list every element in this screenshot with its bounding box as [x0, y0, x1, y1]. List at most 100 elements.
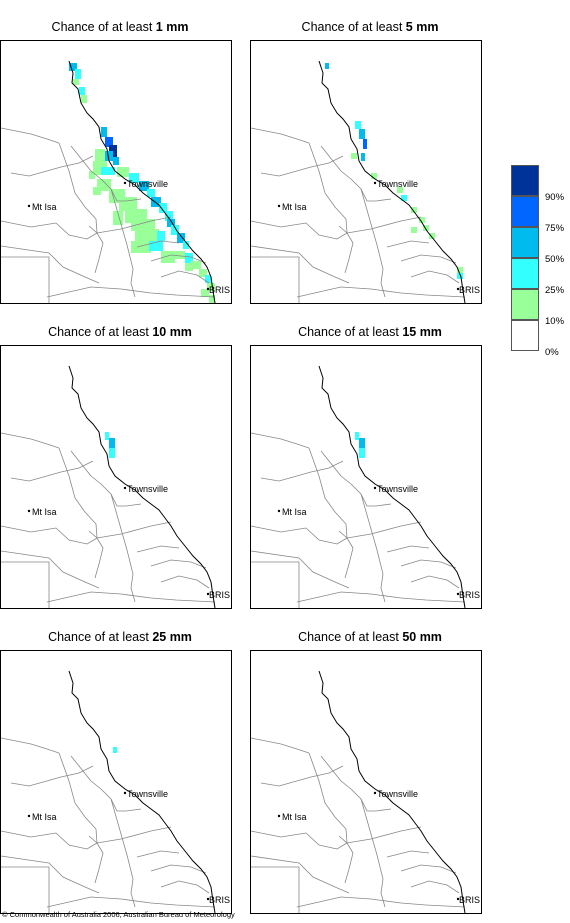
coastline: [68, 365, 216, 608]
inset-box: [251, 256, 300, 303]
townsville-label: Townsville: [127, 179, 168, 189]
inset-box: [1, 561, 50, 608]
district-boundary: [308, 142, 348, 234]
probability-cell: [351, 153, 357, 159]
district-boundary: [1, 245, 100, 284]
townsville-marker: [123, 486, 127, 490]
district-boundary: [70, 450, 102, 485]
mt_isa-marker: [277, 814, 281, 818]
district-boundary: [296, 896, 466, 908]
panel-title: Chance of at least 10 mm: [48, 325, 192, 339]
district-boundary: [410, 880, 460, 894]
map: Townsville Mt Isa BRIS: [0, 345, 232, 609]
brisbane-marker: [206, 592, 210, 596]
district-boundary: [110, 493, 136, 603]
district-boundary: [110, 188, 136, 298]
district-boundary: [1, 432, 60, 449]
probability-cell: [161, 251, 175, 263]
district-boundary: [150, 864, 207, 874]
probability-cell: [149, 241, 163, 251]
probability-cell: [95, 149, 105, 161]
district-boundary: [320, 145, 352, 180]
probability-cell: [355, 121, 361, 129]
probability-cell: [119, 197, 137, 211]
district-boundary: [70, 755, 102, 790]
district-boundary: [350, 483, 392, 507]
townsville-marker: [373, 486, 377, 490]
district-boundary: [150, 254, 207, 264]
legend-swatch-10: [511, 289, 539, 320]
district-boundary: [308, 447, 348, 539]
district-boundary: [10, 155, 94, 177]
probability-cell: [75, 69, 81, 79]
inset-box: [251, 866, 300, 913]
district-boundary: [58, 752, 98, 844]
district-boundary: [96, 826, 172, 844]
map: Townsville Mt Isa BRIS: [0, 650, 232, 914]
brisbane-label: BRIS: [459, 590, 480, 600]
queensland-map: Townsville Mt Isa BRIS: [1, 60, 230, 303]
panel-title: Chance of at least 1 mm: [51, 20, 189, 34]
probability-cell: [81, 95, 87, 103]
district-boundary: [410, 270, 460, 284]
brisbane-marker: [456, 897, 460, 901]
probability-cell: [73, 79, 79, 85]
district-boundary: [346, 216, 422, 234]
probability-cell: [411, 227, 417, 233]
coastline: [318, 365, 466, 608]
queensland-map: Townsville Mt Isa BRIS: [251, 60, 480, 303]
district-boundary: [350, 178, 392, 202]
district-boundary: [88, 225, 104, 274]
probability-cell: [205, 275, 211, 283]
legend-swatch-50: [511, 227, 539, 258]
probability-cell: [175, 251, 185, 259]
queensland-map: Townsville Mt Isa BRIS: [1, 670, 230, 913]
townsville-label: Townsville: [127, 484, 168, 494]
district-boundary: [160, 575, 210, 589]
district-boundary: [100, 788, 142, 812]
probability-cell: [113, 211, 123, 225]
legend-label-10: 10%: [545, 316, 565, 327]
probability-cell: [359, 448, 365, 458]
probability-cell: [359, 438, 365, 448]
district-boundary: [350, 788, 392, 812]
inset-box: [1, 256, 50, 303]
townsville-label: Townsville: [377, 789, 418, 799]
district-boundary: [260, 765, 344, 787]
townsville-label: Townsville: [127, 789, 168, 799]
district-boundary: [251, 220, 348, 240]
brisbane-label: BRIS: [209, 590, 230, 600]
probability-cell: [411, 207, 417, 213]
district-boundary: [46, 896, 216, 908]
mt_isa-label: Mt Isa: [32, 507, 57, 517]
probability-cell: [171, 225, 179, 235]
probability-cell: [157, 231, 165, 241]
probability-cell: [109, 438, 115, 448]
probability-cell: [109, 448, 115, 458]
probability-cell: [185, 263, 193, 271]
district-boundary: [296, 591, 466, 603]
mt_isa-marker: [277, 204, 281, 208]
panel-title: Chance of at least 50 mm: [298, 630, 442, 644]
probability-cell: [101, 167, 115, 175]
panel-title: Chance of at least 15 mm: [298, 325, 442, 339]
copyright-notice: © Commonwealth of Australia 2006, Austra…: [2, 910, 235, 919]
probability-cell: [363, 139, 367, 149]
probability-cell: [129, 173, 139, 183]
legend-swatch-75: [511, 196, 539, 227]
probability-cell: [361, 153, 365, 161]
legend-label-50: 50%: [545, 254, 565, 265]
district-boundary: [251, 245, 350, 284]
probability-cell: [423, 225, 429, 231]
district-boundary: [338, 530, 354, 579]
district-boundary: [410, 575, 460, 589]
queensland-map: Townsville Mt Isa BRIS: [251, 670, 480, 913]
probability-cell: [401, 195, 407, 201]
district-boundary: [360, 188, 386, 298]
brisbane-marker: [206, 287, 210, 291]
district-boundary: [1, 855, 100, 894]
probability-cell: [371, 173, 377, 179]
probability-cell: [165, 211, 173, 221]
district-boundary: [136, 240, 180, 248]
townsville-label: Townsville: [377, 179, 418, 189]
